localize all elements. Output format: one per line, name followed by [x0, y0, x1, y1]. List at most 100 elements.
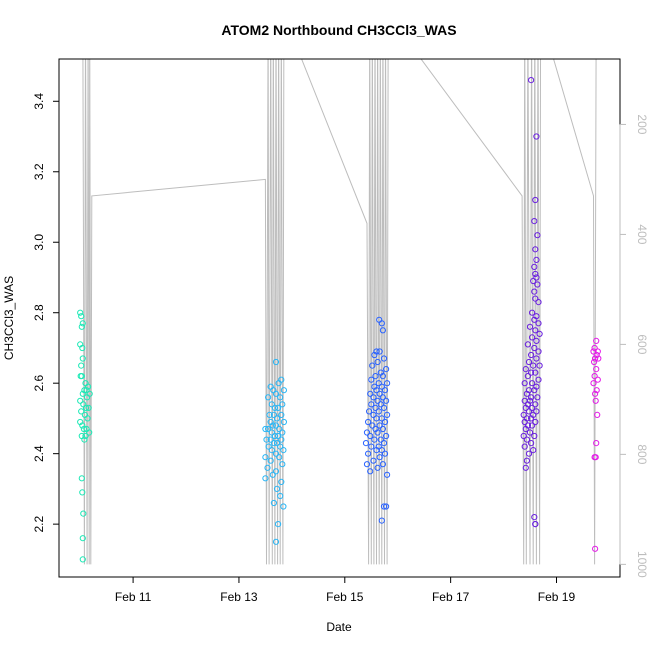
- data-point: [373, 447, 380, 454]
- data-point: [77, 309, 84, 316]
- data-point: [535, 320, 542, 327]
- data-point: [528, 415, 535, 422]
- data-point: [520, 411, 527, 418]
- data-point: [593, 440, 600, 447]
- data-point: [525, 450, 533, 457]
- data-point: [381, 387, 389, 394]
- data-point: [531, 432, 538, 440]
- data-point: [528, 369, 535, 376]
- data-point: [277, 443, 284, 450]
- data-point: [370, 457, 377, 464]
- y-tick-label: 3.4: [32, 93, 46, 110]
- data-point: [272, 358, 280, 366]
- data-point: [78, 408, 85, 415]
- data-point: [265, 394, 272, 401]
- data-point: [532, 521, 539, 528]
- data-point: [523, 436, 531, 443]
- data-point: [529, 404, 536, 411]
- data-point: [374, 464, 381, 471]
- data-point: [278, 478, 285, 485]
- data-point: [375, 408, 382, 415]
- data-point: [533, 355, 540, 362]
- data-point: [532, 270, 539, 278]
- data-point: [534, 281, 541, 288]
- data-point: [528, 77, 535, 84]
- data-point: [372, 373, 379, 380]
- data-point: [80, 510, 87, 517]
- data-point: [264, 464, 271, 471]
- data-point: [267, 436, 274, 443]
- data-point: [526, 323, 534, 330]
- data-point: [534, 232, 541, 239]
- data-point: [378, 517, 385, 524]
- data-point: [381, 450, 389, 457]
- data-point: [379, 327, 386, 334]
- data-point: [268, 429, 275, 436]
- data-point: [378, 320, 385, 327]
- data-point: [272, 450, 280, 457]
- data-point: [86, 429, 93, 436]
- data-point: [83, 387, 90, 394]
- data-point: [84, 415, 91, 422]
- data-point: [374, 429, 381, 436]
- data-point: [533, 337, 540, 344]
- data-point: [277, 394, 284, 401]
- data-point: [535, 299, 542, 306]
- data-point: [374, 358, 381, 366]
- data-point: [276, 454, 283, 461]
- data-point: [531, 387, 538, 394]
- data-point: [363, 461, 371, 468]
- data-point: [384, 471, 391, 478]
- series-1: [77, 309, 93, 563]
- data-point: [520, 432, 527, 440]
- data-point: [523, 390, 531, 397]
- data-point: [280, 447, 287, 454]
- data-point: [531, 218, 538, 225]
- data-point: [530, 362, 537, 369]
- data-point: [533, 256, 540, 263]
- data-point: [377, 436, 384, 443]
- data-point: [262, 475, 269, 482]
- data-point: [268, 447, 275, 454]
- series-4: [520, 77, 543, 528]
- x-tick-label: Feb 11: [115, 590, 152, 604]
- data-point: [77, 397, 84, 404]
- data-point: [367, 468, 374, 475]
- data-point: [380, 440, 388, 447]
- data-point: [367, 390, 374, 397]
- data-point: [379, 425, 386, 433]
- right-tick-label: 800: [635, 444, 649, 464]
- x-tick-label: Feb 15: [326, 590, 364, 604]
- data-point: [84, 394, 91, 401]
- data-point: [523, 457, 531, 464]
- y-tick-label: 2.4: [32, 445, 46, 462]
- data-point: [383, 432, 390, 440]
- data-point: [528, 440, 535, 447]
- data-point: [522, 404, 529, 411]
- data-point: [78, 475, 85, 482]
- data-point: [530, 447, 537, 454]
- data-point: [531, 514, 538, 521]
- data-point: [278, 411, 285, 418]
- data-point: [521, 443, 528, 450]
- data-point: [592, 390, 599, 397]
- data-point: [365, 418, 372, 426]
- data-point: [591, 344, 598, 352]
- data-point: [368, 376, 375, 383]
- data-point: [373, 387, 380, 394]
- data-point: [533, 274, 540, 281]
- data-point: [81, 387, 88, 394]
- data-point: [80, 425, 88, 433]
- x-tick-label: Feb 17: [432, 590, 470, 604]
- data-point: [522, 366, 529, 373]
- data-point: [79, 320, 86, 327]
- data-point: [377, 401, 384, 408]
- data-point: [533, 133, 540, 140]
- data-point: [592, 397, 599, 404]
- data-point: [79, 344, 86, 352]
- data-point: [379, 461, 386, 468]
- data-point: [82, 404, 90, 411]
- y-tick-label: 3.0: [32, 234, 46, 251]
- data-point: [280, 503, 287, 510]
